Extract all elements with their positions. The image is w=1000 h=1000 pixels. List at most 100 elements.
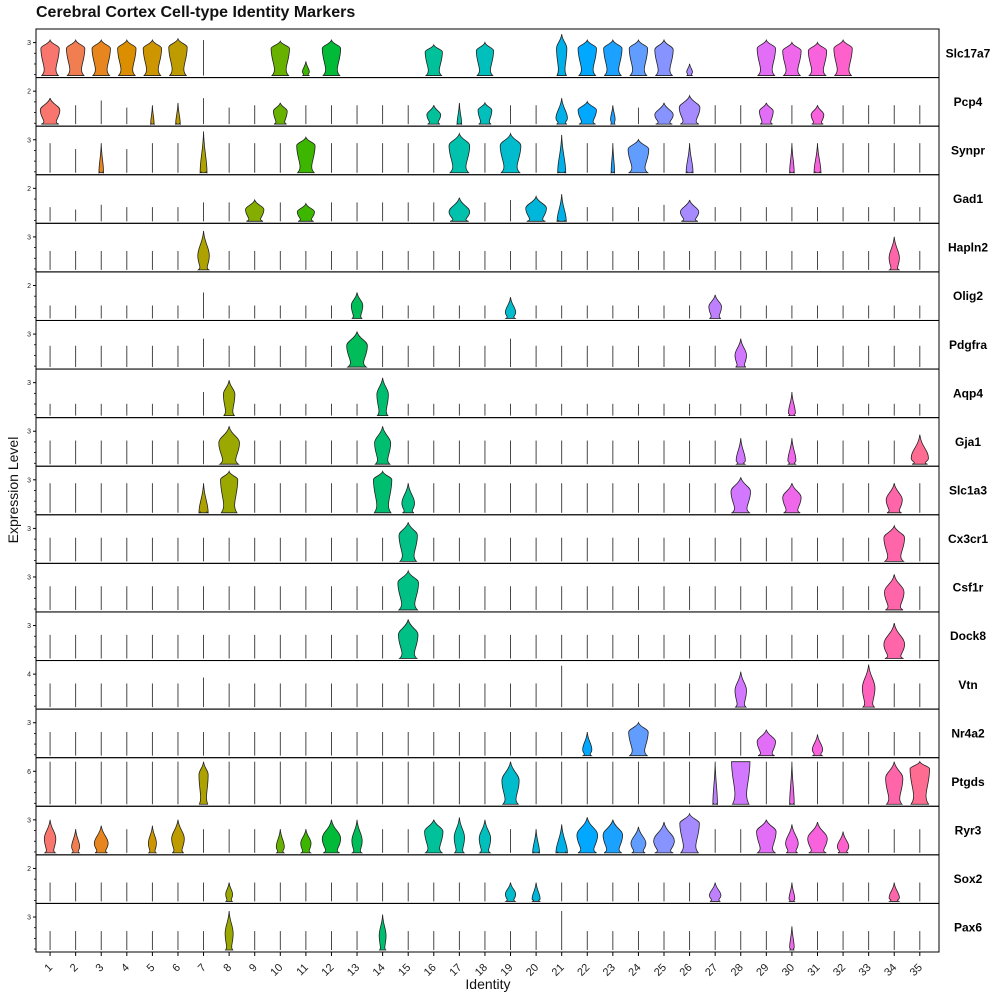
violin-26	[685, 143, 694, 174]
violin-27	[712, 761, 719, 806]
violin-34	[885, 483, 903, 514]
violin-7	[199, 131, 208, 174]
violin-18	[475, 41, 494, 76]
violin-29	[759, 102, 774, 125]
x-tick-label-24: 24	[626, 962, 643, 979]
gene-panel-gad1: 2 Gad1	[27, 174, 983, 224]
gene-panel-vtn: 4 Vtn	[27, 660, 978, 710]
gene-panel-gja1: 3 Gja1	[27, 417, 981, 467]
chart-title: Cerebral Cortex Cell-type Identity Marke…	[36, 4, 356, 21]
violin-6	[175, 102, 181, 126]
panel-frame	[35, 660, 940, 710]
panel-frame	[35, 368, 940, 419]
violin-14	[376, 377, 389, 417]
violin-19	[504, 297, 517, 319]
gene-label-csf1r: Csf1r	[953, 581, 984, 595]
violin-25	[654, 38, 674, 76]
gene-label-gja1: Gja1	[955, 435, 981, 449]
violin-11	[299, 829, 312, 854]
gene-panel-csf1r: 3 Csf1r	[27, 562, 984, 613]
violin-29	[756, 729, 776, 757]
panel-frame	[35, 319, 940, 370]
violin-20	[531, 882, 541, 902]
gene-panel-slc1a3: 3 Slc1a3	[27, 465, 987, 516]
y-tick-label: 2	[27, 283, 31, 290]
violin-27	[709, 882, 722, 902]
gene-panel-slc17a7: 3 Slc17a7	[27, 28, 991, 79]
gene-label-dock8: Dock8	[950, 629, 986, 643]
panel-frame	[35, 125, 940, 176]
violin-34	[883, 622, 905, 659]
gene-panel-nr4a2: 3 Nr4a2	[27, 708, 985, 759]
x-tick-label-15: 15	[396, 962, 413, 979]
violin-28	[731, 761, 751, 805]
violin-8	[224, 910, 234, 951]
x-tick-label-9: 9	[247, 962, 260, 975]
violin-14	[378, 914, 387, 951]
x-tick-label-32: 32	[831, 962, 848, 979]
violin-2	[70, 829, 81, 854]
y-tick-label: 2	[27, 186, 31, 193]
gene-panel-pdgfra: 3 Pdgfra	[27, 319, 987, 370]
violin-31	[810, 105, 825, 125]
violin-17	[456, 102, 463, 126]
violin-35	[909, 760, 930, 805]
violin-11	[296, 202, 315, 222]
violin-24	[627, 138, 650, 174]
y-tick-label: 3	[27, 720, 31, 727]
violin-2	[66, 38, 86, 76]
violin-32	[833, 38, 853, 76]
violin-3	[91, 38, 111, 76]
y-axis-title: Expression Level	[5, 437, 21, 544]
violin-23	[603, 38, 623, 76]
x-tick-label-26: 26	[678, 962, 695, 979]
violin-30	[788, 882, 796, 902]
panel-frame	[35, 222, 940, 273]
gene-panel-olig2: 2 Olig2	[27, 271, 983, 321]
gene-label-aqp4: Aqp4	[953, 386, 983, 400]
x-tick-label-13: 13	[345, 962, 362, 979]
x-tick-label-33: 33	[857, 962, 874, 979]
violin-21	[555, 824, 568, 854]
violin-19	[504, 882, 517, 902]
y-tick-label: 3	[27, 332, 31, 339]
panel-frame	[35, 611, 940, 662]
x-tick-label-17: 17	[447, 962, 464, 979]
x-tick-label-2: 2	[68, 962, 81, 975]
violin-10	[275, 829, 286, 854]
y-tick-label: 3	[27, 915, 31, 922]
violin-10	[270, 40, 290, 76]
violin-34	[884, 574, 905, 611]
violin-28	[734, 671, 748, 708]
y-tick-label: 3	[27, 623, 31, 630]
violin-15	[397, 569, 419, 611]
x-tick-label-34: 34	[882, 962, 899, 979]
x-tick-label-5: 5	[145, 962, 158, 975]
violin-25	[654, 102, 674, 125]
violin-7	[198, 761, 209, 805]
violin-28	[730, 477, 751, 514]
violin-18	[477, 101, 493, 125]
violin-22	[577, 38, 597, 76]
violin-21	[555, 98, 568, 125]
y-tick-label: 3	[27, 477, 31, 484]
violin-27	[708, 294, 722, 319]
violin-30	[787, 391, 797, 417]
violin-22	[576, 817, 599, 854]
gene-label-hapln2: Hapln2	[948, 241, 988, 255]
panels-group: 3 Slc17a7 2 Pcp4 3 Synpr 2 Gad1 3 Hapln2 2 Olig2 3 Pd…	[27, 28, 991, 953]
gene-panel-hapln2: 3 Hapln2	[27, 222, 988, 273]
x-tick-label-4: 4	[119, 962, 132, 975]
violin-26	[679, 199, 700, 222]
violin-13	[346, 331, 368, 368]
violin-24	[628, 38, 649, 76]
violin-15	[401, 483, 415, 514]
x-tick-label-21: 21	[550, 962, 567, 979]
violin-30	[789, 761, 795, 806]
violin-7	[196, 230, 211, 271]
violin-21	[556, 194, 568, 223]
y-tick-label: 2	[27, 866, 31, 873]
panel-frame	[35, 902, 940, 953]
x-tick-label-31: 31	[805, 962, 822, 979]
violin-23	[602, 819, 624, 854]
